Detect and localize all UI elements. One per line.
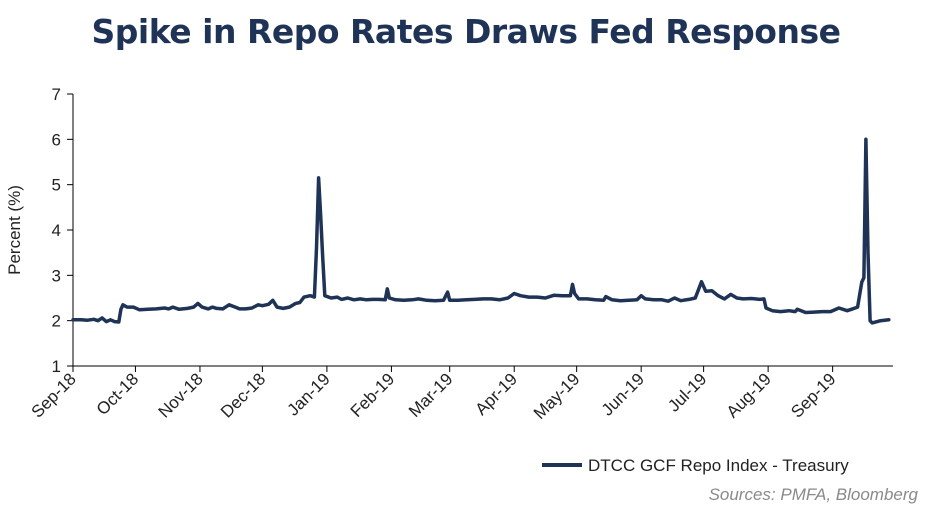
x-tick-label: May-19 xyxy=(530,369,584,423)
y-tick-label: 1 xyxy=(52,357,61,376)
legend-label: DTCC GCF Repo Index - Treasury xyxy=(588,456,849,475)
y-axis-label: Percent (%) xyxy=(5,185,24,275)
x-tick-label: Feb-19 xyxy=(347,369,399,421)
y-tick-label: 6 xyxy=(52,130,61,149)
x-tick-label: Jun-19 xyxy=(598,369,648,419)
legend: DTCC GCF Repo Index - Treasury xyxy=(542,456,849,475)
x-tick-label: Apr-19 xyxy=(472,369,522,419)
y-tick-label: 2 xyxy=(52,312,61,331)
x-tick-label: Mar-19 xyxy=(405,369,457,421)
x-tick-label: Aug-19 xyxy=(723,369,775,421)
x-tick-label: Sep-18 xyxy=(28,369,80,421)
x-axis: Sep-18 Oct-18 Nov-18 Dec-18 Jan-19 Feb-19 Mar-… xyxy=(28,365,893,423)
y-tick-label: 7 xyxy=(52,85,61,104)
x-tick-label: Oct-18 xyxy=(93,369,143,419)
source-note: Sources: PMFA, Bloomberg xyxy=(708,485,918,504)
series-group xyxy=(71,137,891,325)
y-tick-label: 5 xyxy=(52,176,61,195)
x-tick-label: Dec-18 xyxy=(217,369,269,421)
x-tick-label: Jan-19 xyxy=(284,369,334,419)
x-tick-label: Jul-19 xyxy=(664,369,710,415)
x-tick-label: Nov-18 xyxy=(155,369,207,421)
chart-title: Spike in Repo Rates Draws Fed Response xyxy=(91,12,841,51)
y-axis: 1 2 3 4 5 6 7 xyxy=(52,85,74,376)
y-tick-label: 3 xyxy=(52,266,61,285)
series-line xyxy=(71,137,891,325)
y-tick-label: 4 xyxy=(52,221,61,240)
x-tick-label: Sep-19 xyxy=(787,369,839,421)
